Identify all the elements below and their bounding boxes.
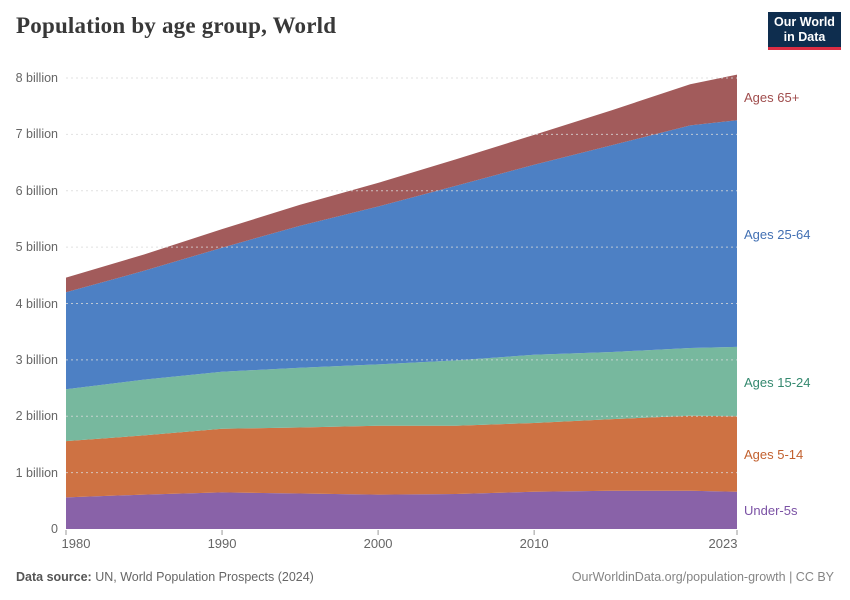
area-ages-65-[interactable] <box>66 74 737 293</box>
data-source-text: UN, World Population Prospects (2024) <box>95 570 314 584</box>
owid-logo-line2: in Data <box>783 29 826 44</box>
x-axis-label: 2023 <box>708 536 738 551</box>
legend-label-ages-65plus[interactable]: Ages 65+ <box>744 90 800 106</box>
data-source-note: Data source: UN, World Population Prospe… <box>16 570 314 584</box>
y-axis-label: 4 billion <box>15 296 58 311</box>
area-ages-15-24[interactable] <box>66 346 737 442</box>
x-axis-label: 2010 <box>519 536 549 551</box>
legend-label-ages-25-64[interactable]: Ages 25-64 <box>744 226 811 242</box>
data-source-label: Data source: <box>16 570 92 584</box>
legend-label-under-5s[interactable]: Under-5s <box>744 503 798 519</box>
x-axis-label: 2000 <box>363 536 393 551</box>
x-axis-label: 1990 <box>207 536 237 551</box>
x-axis-label: 1980 <box>61 536 91 551</box>
y-axis-label: 6 billion <box>15 183 58 198</box>
y-axis-label: 1 billion <box>15 465 58 480</box>
legend-label-ages-5-14[interactable]: Ages 5-14 <box>744 447 804 463</box>
legend-label-ages-15-24[interactable]: Ages 15-24 <box>744 374 811 390</box>
area-ages-25-64[interactable] <box>66 120 737 390</box>
page-title: Population by age group, World <box>16 13 337 38</box>
y-axis-label: 7 billion <box>15 127 58 142</box>
y-axis-label: 3 billion <box>15 352 58 367</box>
attribution-link[interactable]: OurWorldinData.org/population-growth | C… <box>571 570 834 584</box>
owid-logo[interactable]: Our World in Data <box>768 12 841 50</box>
area-ages-5-14[interactable] <box>66 415 737 498</box>
y-axis-label: 5 billion <box>15 240 58 255</box>
area-under-5s[interactable] <box>66 490 737 529</box>
y-axis-label: 0 <box>51 522 58 536</box>
y-axis-label: 2 billion <box>15 409 58 424</box>
y-axis-label: 8 billion <box>15 71 58 85</box>
owid-logo-line1: Our World <box>774 14 835 29</box>
